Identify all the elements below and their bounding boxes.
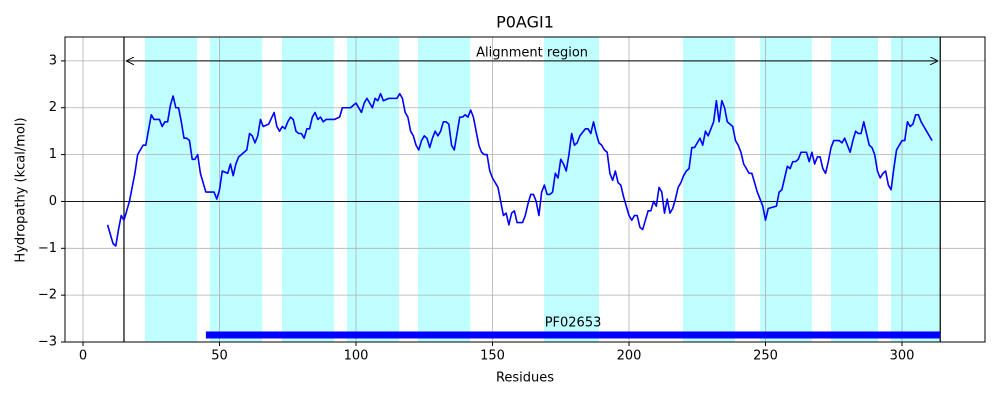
y-tick-label: 1 <box>49 147 57 162</box>
chart-title: P0AGI1 <box>496 13 554 32</box>
domain-label: PF02653 <box>545 315 602 330</box>
x-axis-label: Residues <box>496 371 554 386</box>
alignment-label: Alignment region <box>476 45 588 60</box>
y-tick-label: 3 <box>49 53 57 68</box>
band <box>831 37 878 342</box>
y-axis-label: Hydropathy (kcal/mol) <box>14 117 29 262</box>
y-tick-label: 0 <box>49 194 57 209</box>
band <box>683 37 735 342</box>
band <box>417 37 471 342</box>
plot-frame <box>64 36 986 343</box>
domain-bar <box>205 331 941 339</box>
x-tick-label: 250 <box>753 349 778 364</box>
x-tick-label: 150 <box>480 349 505 364</box>
band <box>891 37 941 342</box>
band <box>144 37 198 342</box>
x-tick-label: 0 <box>79 349 87 364</box>
band <box>347 37 400 342</box>
y-tick-label: −3 <box>38 335 57 350</box>
y-tick-label: 2 <box>49 100 57 115</box>
hydropathy-line <box>106 92 933 247</box>
band <box>760 37 812 342</box>
x-tick-label: 50 <box>211 349 228 364</box>
x-tick-label: 100 <box>344 349 369 364</box>
x-tick-label: 200 <box>617 349 642 364</box>
x-tick-label: 300 <box>890 349 915 364</box>
y-tick-label: −1 <box>38 241 57 256</box>
band <box>282 37 334 342</box>
y-tick-label: −2 <box>38 288 57 303</box>
band <box>209 37 263 342</box>
